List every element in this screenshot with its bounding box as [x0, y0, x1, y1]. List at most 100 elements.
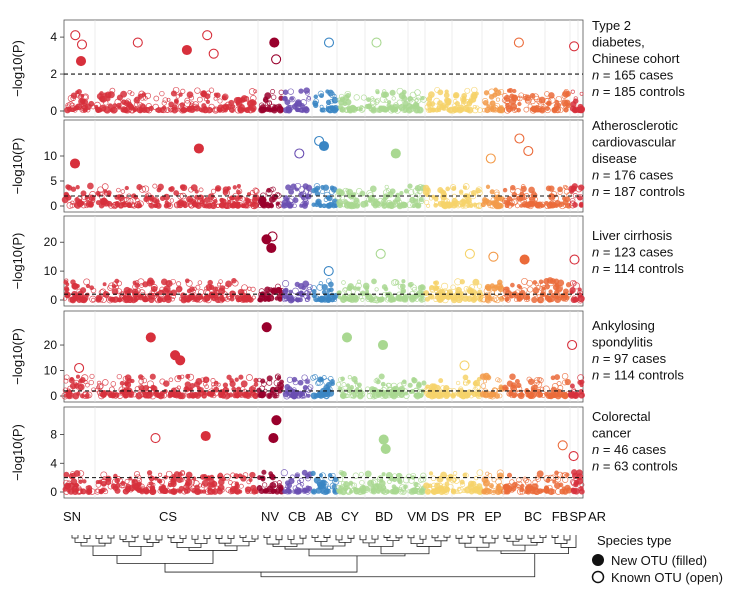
background-point — [246, 100, 254, 107]
background-point — [156, 478, 162, 484]
background-point — [229, 487, 236, 495]
background-point — [375, 97, 381, 104]
background-point — [317, 376, 324, 383]
background-point — [193, 381, 201, 388]
background-point — [91, 387, 96, 393]
background-point — [314, 202, 320, 208]
background-point — [521, 277, 528, 285]
background-point — [397, 283, 404, 290]
highlight-point-sp — [569, 41, 580, 52]
background-point — [69, 376, 74, 381]
background-point — [204, 286, 209, 291]
dendrogram-branch — [407, 535, 415, 539]
background-point — [83, 278, 91, 286]
background-point — [111, 203, 116, 208]
background-point — [170, 278, 176, 285]
background-point — [345, 383, 351, 388]
background-point — [535, 476, 541, 482]
background-point — [130, 378, 135, 384]
background-point — [75, 103, 83, 111]
background-point — [100, 478, 108, 487]
background-point — [385, 489, 391, 494]
background-point — [343, 107, 349, 113]
background-point — [228, 99, 235, 106]
dendrogram-branch — [458, 537, 472, 544]
background-point — [554, 470, 559, 476]
background-point — [403, 392, 410, 399]
background-point — [330, 381, 335, 386]
background-point — [158, 472, 163, 477]
background-point — [141, 377, 147, 384]
background-point — [514, 378, 520, 384]
background-point — [320, 189, 325, 195]
background-point — [371, 387, 377, 393]
background-point — [270, 89, 276, 94]
background-point — [121, 295, 129, 303]
background-point — [527, 391, 534, 398]
background-point — [269, 390, 275, 396]
background-point — [497, 378, 502, 383]
y-tick-label: 10 — [44, 264, 58, 278]
background-point — [247, 286, 252, 291]
background-point — [249, 471, 256, 479]
background-point — [579, 91, 584, 96]
x-group-label-ab: AB — [315, 509, 332, 524]
background-point — [343, 481, 350, 488]
background-point — [194, 484, 200, 491]
x-group-label-fb: FB — [552, 509, 569, 524]
background-point — [185, 373, 191, 379]
dendrogram-branch — [179, 535, 187, 539]
background-point — [102, 476, 107, 481]
background-point — [201, 103, 207, 109]
background-point — [578, 184, 585, 191]
background-point — [335, 188, 343, 196]
background-point — [249, 201, 256, 208]
dendrogram-branch — [467, 535, 475, 538]
background-point — [76, 200, 84, 208]
dendrogram-branch — [107, 535, 115, 539]
background-point — [371, 480, 377, 486]
background-point — [496, 483, 501, 488]
background-point — [116, 476, 121, 481]
background-point — [503, 483, 511, 491]
background-point — [229, 380, 236, 388]
panel-description-line: cardiovascular — [592, 135, 676, 150]
background-point — [495, 202, 503, 210]
background-point — [220, 106, 226, 113]
legend: Species type New OTU (filled) Known OTU … — [591, 533, 723, 585]
background-point — [579, 482, 585, 488]
background-point — [391, 96, 396, 101]
background-point — [80, 296, 88, 304]
background-point — [403, 188, 409, 194]
background-point — [100, 471, 108, 479]
background-point — [271, 488, 277, 493]
background-point — [383, 98, 389, 104]
dendrogram-branch — [560, 535, 577, 548]
background-point — [194, 189, 199, 194]
background-point — [340, 376, 345, 382]
background-point — [285, 106, 293, 114]
background-point — [168, 101, 175, 108]
background-point — [300, 201, 307, 208]
background-point — [291, 393, 296, 399]
background-point — [424, 296, 431, 302]
background-point — [301, 202, 308, 209]
dendrogram-branch — [83, 535, 91, 539]
background-point — [578, 488, 585, 495]
background-point — [89, 285, 95, 291]
background-point — [116, 373, 122, 380]
legend-title: Species type — [597, 533, 671, 548]
background-point — [534, 202, 541, 209]
background-point — [406, 201, 414, 209]
x-group-label-nv: NV — [261, 509, 279, 524]
x-group-label-bc: BC — [524, 509, 542, 524]
background-point — [338, 93, 345, 100]
background-point — [186, 476, 191, 481]
background-point — [65, 184, 71, 190]
highlight-point-bc — [513, 37, 524, 48]
background-point — [202, 294, 210, 303]
background-point — [137, 200, 144, 208]
background-point — [464, 393, 470, 399]
background-point — [194, 203, 199, 208]
x-group-label-bd: BD — [375, 509, 393, 524]
